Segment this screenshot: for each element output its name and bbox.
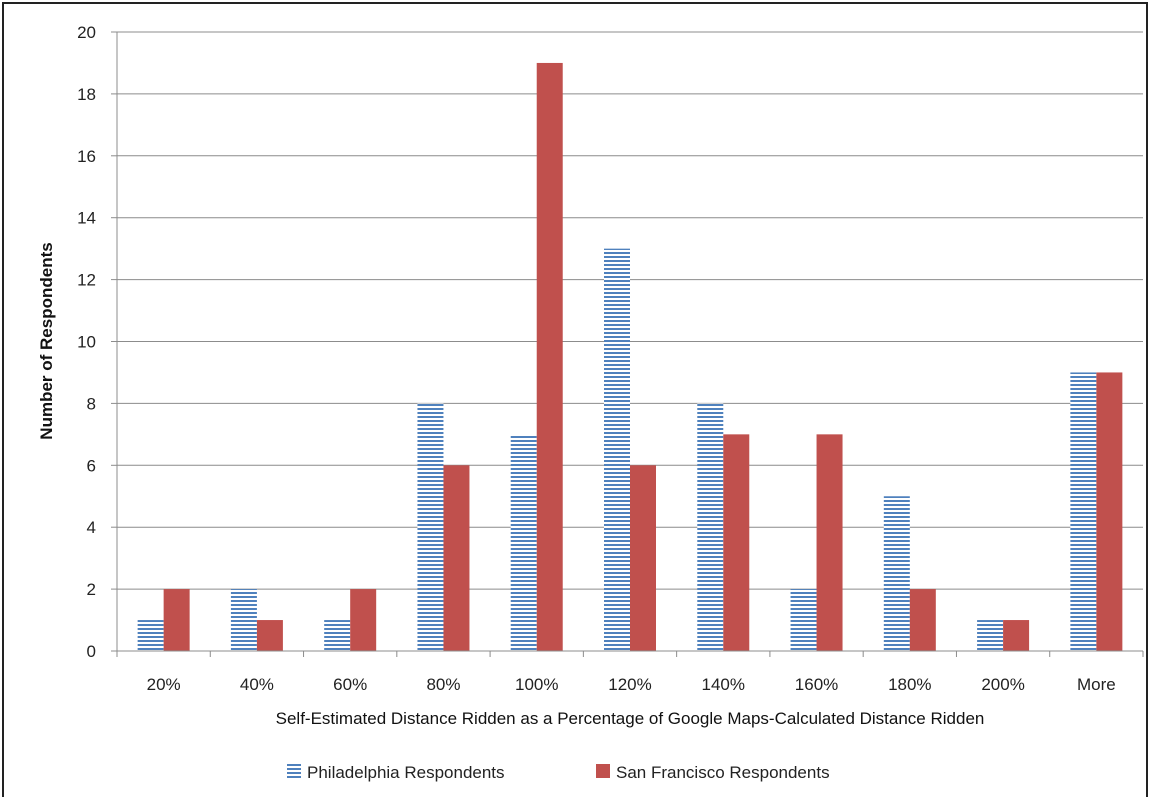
x-tick-label: 180% [888, 675, 931, 694]
y-tick-label: 16 [77, 147, 96, 166]
bar-san-francisco [630, 465, 656, 651]
bar-san-francisco [443, 465, 470, 651]
y-tick-label: 2 [87, 580, 96, 599]
bar-philadelphia [230, 589, 257, 651]
x-tick-label: More [1077, 675, 1116, 694]
bar-san-francisco [163, 589, 190, 651]
x-axis-title: Self-Estimated Distance Ridden as a Perc… [276, 709, 985, 728]
x-tick-label: 100% [515, 675, 558, 694]
bar-philadelphia [324, 620, 351, 651]
legend-label-san-francisco: San Francisco Respondents [616, 763, 830, 782]
bar-san-francisco [909, 589, 936, 651]
x-tick-label: 80% [426, 675, 460, 694]
legend-swatch-san-francisco [596, 764, 610, 778]
bar-philadelphia [977, 620, 1004, 651]
bar-philadelphia [604, 248, 630, 651]
bar-san-francisco [536, 62, 563, 651]
legend: Philadelphia Respondents San Francisco R… [287, 763, 830, 782]
y-tick-label: 10 [77, 333, 96, 352]
x-tick-label: 160% [795, 675, 838, 694]
y-tick-label: 18 [77, 85, 96, 104]
bar-san-francisco [256, 620, 283, 651]
y-tick-label: 4 [87, 518, 96, 537]
axes [111, 31, 1144, 657]
y-tick-label: 12 [77, 271, 96, 290]
bar-san-francisco [816, 434, 843, 651]
x-tick-label: 200% [981, 675, 1024, 694]
bar-philadelphia [883, 496, 910, 651]
bar-san-francisco [350, 589, 377, 651]
bar-philadelphia [137, 620, 164, 651]
legend-swatch-philadelphia [287, 764, 301, 778]
x-tick-labels: 20% 40% 60% 80% 100% 120% 140% 160% 180% 200% More [147, 675, 1116, 694]
legend-label-philadelphia: Philadelphia Respondents [307, 763, 505, 782]
x-tick-label: 20% [147, 675, 181, 694]
y-tick-label: 0 [87, 642, 96, 661]
bar-philadelphia [510, 434, 537, 651]
y-tick-label: 8 [87, 394, 96, 413]
bar-san-francisco [1096, 372, 1123, 651]
x-tick-label: 140% [702, 675, 745, 694]
y-tick-labels: 0 2 4 6 8 10 12 14 16 18 20 [77, 23, 96, 661]
x-tick-label: 120% [608, 675, 651, 694]
y-axis-title: Number of Respondents [37, 242, 56, 439]
bars [137, 62, 1123, 651]
bar-philadelphia [417, 403, 444, 651]
x-tick-label: 40% [240, 675, 274, 694]
bar-philadelphia [697, 403, 724, 651]
bar-philadelphia [1070, 372, 1097, 651]
x-tick-label: 60% [333, 675, 367, 694]
bar-san-francisco [723, 434, 750, 651]
y-tick-label: 20 [77, 23, 96, 42]
bar-philadelphia [790, 589, 817, 651]
y-tick-label: 14 [77, 209, 96, 228]
bar-san-francisco [1003, 620, 1030, 651]
y-tick-label: 6 [87, 456, 96, 475]
